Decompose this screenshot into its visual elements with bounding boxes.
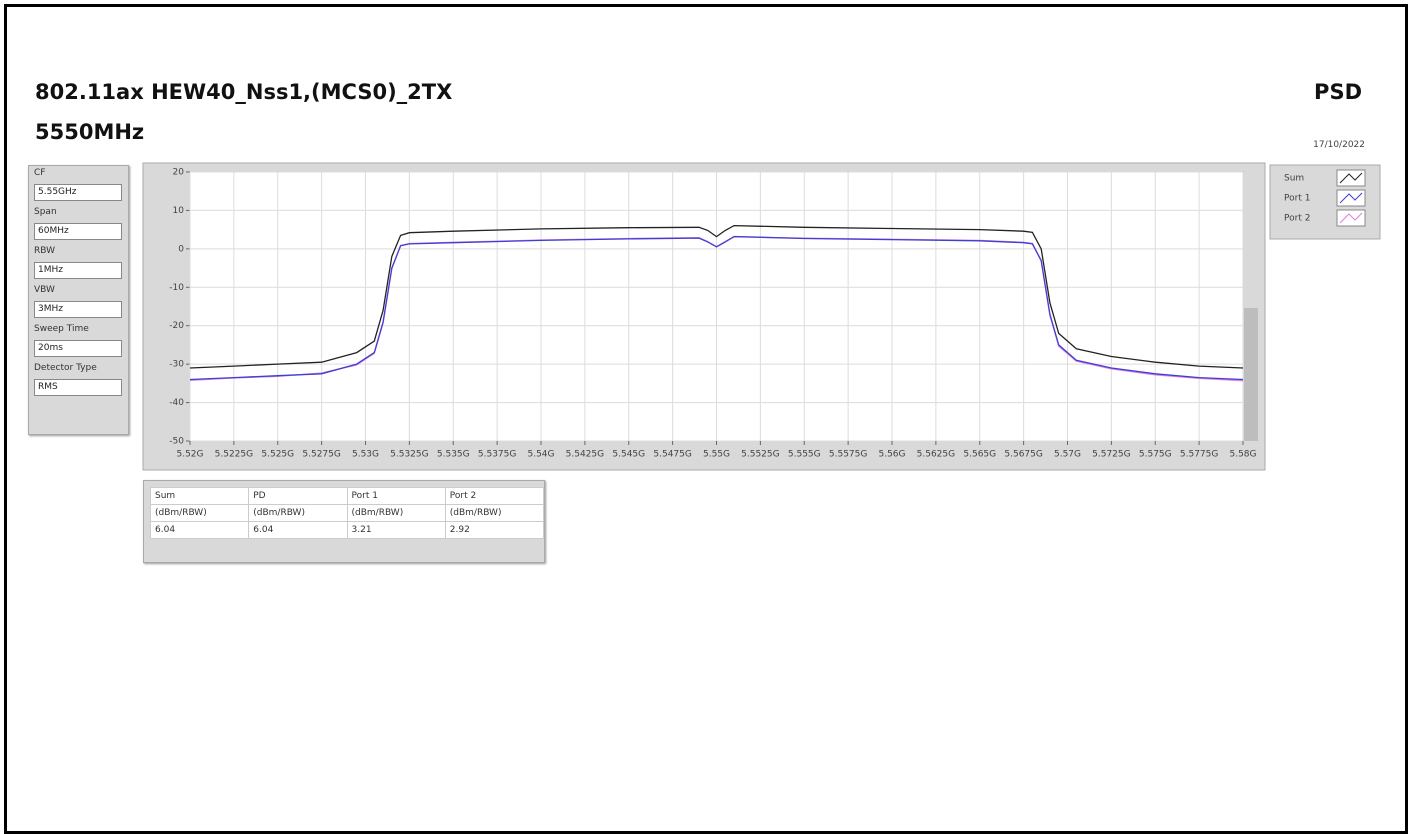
legend-label: Sum <box>1284 174 1304 184</box>
legend-swatch-box <box>1336 189 1366 207</box>
table-cell: (dBm/RBW) <box>248 504 348 522</box>
setting-label: RBW <box>34 246 56 256</box>
table-cell: Port 2 <box>444 487 545 505</box>
x-tick-label: 5.525G <box>261 450 294 460</box>
x-tick-label: 5.5725G <box>1092 450 1130 460</box>
legend-swatch <box>1339 212 1363 224</box>
setting-value: 1MHz <box>34 262 122 279</box>
table-cell: (dBm/RBW) <box>149 504 250 522</box>
table-cell: 6.04 <box>149 521 250 539</box>
table-cell: PD <box>248 487 348 505</box>
y-tick-label: -10 <box>169 283 184 293</box>
legend-swatch <box>1339 172 1363 184</box>
legend-label: Port 1 <box>1284 194 1310 204</box>
setting-value: 3MHz <box>34 301 122 318</box>
y-tick-label: 10 <box>173 206 185 216</box>
table-cell: 2.92 <box>444 521 545 539</box>
x-tick-label: 5.58G <box>1229 450 1256 460</box>
x-tick-label: 5.565G <box>963 450 996 460</box>
table-cell: 3.21 <box>346 521 446 539</box>
y-tick-label: -40 <box>169 398 184 408</box>
y-tick-label: 20 <box>173 168 185 178</box>
setting-label: Sweep Time <box>34 324 89 334</box>
x-tick-label: 5.5525G <box>741 450 779 460</box>
result-table: Sum PD Port 1 Port 2 (dBm/RBW) (dBm/RBW) (dBm/… <box>149 487 545 539</box>
x-tick-label: 5.55G <box>703 450 730 460</box>
table-row: Sum PD Port 1 Port 2 <box>149 487 545 505</box>
x-tick-label: 5.56G <box>878 450 905 460</box>
x-tick-label: 5.555G <box>788 450 821 460</box>
y-tick-label: -30 <box>169 360 184 370</box>
title: 802.11ax HEW40_Nss1,(MCS0)_2TX <box>35 80 453 104</box>
settings-panel: CF 5.55GHz Span 60MHz RBW 1MHz VBW 3MHz Sweep Ti… <box>28 165 129 435</box>
x-tick-label: 5.5575G <box>829 450 867 460</box>
table-cell: Sum <box>149 487 250 505</box>
table-cell: (dBm/RBW) <box>444 504 545 522</box>
setting-label: Detector Type <box>34 363 97 373</box>
table-cell: 6.04 <box>248 521 348 539</box>
legend-label: Port 2 <box>1284 214 1310 224</box>
subtitle: 5550MHz <box>35 120 145 144</box>
x-tick-label: 5.5675G <box>1004 450 1042 460</box>
x-tick-label: 5.535G <box>437 450 470 460</box>
setting-label: VBW <box>34 285 55 295</box>
table-row: 6.04 6.04 3.21 2.92 <box>149 521 545 539</box>
table-cell: Port 1 <box>346 487 446 505</box>
setting-value: 20ms <box>34 340 122 357</box>
x-tick-label: 5.54G <box>527 450 554 460</box>
series-line <box>189 235 1244 381</box>
y-tick-label: -20 <box>169 321 184 331</box>
legend-swatch-box <box>1336 169 1366 187</box>
x-tick-label: 5.52G <box>176 450 203 460</box>
right-title: PSD <box>1314 80 1362 104</box>
x-tick-label: 5.5775G <box>1180 450 1218 460</box>
x-tick-label: 5.5225G <box>215 450 253 460</box>
setting-value: RMS <box>34 379 122 396</box>
y-tick-label: -50 <box>169 437 184 447</box>
y-tick-label: 0 <box>178 244 184 254</box>
setting-label: CF <box>34 168 46 178</box>
x-tick-label: 5.53G <box>352 450 379 460</box>
date: 17/10/2022 <box>1313 140 1365 150</box>
legend-swatch <box>1339 192 1363 204</box>
x-tick-label: 5.5325G <box>390 450 428 460</box>
scrollbar <box>1244 308 1258 441</box>
legend-swatch-box <box>1336 209 1366 227</box>
x-tick-label: 5.575G <box>1139 450 1172 460</box>
setting-value: 60MHz <box>34 223 122 240</box>
result-panel: Sum PD Port 1 Port 2 (dBm/RBW) (dBm/RBW) (dBm/… <box>143 480 545 563</box>
x-tick-label: 5.5625G <box>917 450 955 460</box>
x-tick-label: 5.5375G <box>478 450 516 460</box>
setting-label: Span <box>34 207 57 217</box>
table-row: (dBm/RBW) (dBm/RBW) (dBm/RBW) (dBm/RBW) <box>149 504 545 522</box>
setting-value: 5.55GHz <box>34 184 122 201</box>
x-tick-label: 5.5425G <box>566 450 604 460</box>
x-tick-label: 5.5275G <box>302 450 340 460</box>
table-cell: (dBm/RBW) <box>346 504 446 522</box>
x-tick-label: 5.545G <box>612 450 645 460</box>
x-tick-label: 5.57G <box>1054 450 1081 460</box>
series-line <box>189 224 1244 369</box>
x-tick-label: 5.5475G <box>653 450 691 460</box>
